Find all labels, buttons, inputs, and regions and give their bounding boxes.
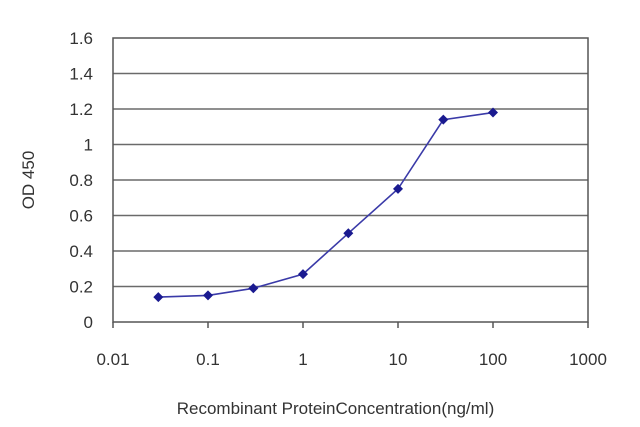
- data-point-marker: [298, 269, 308, 280]
- y-tick-label: 1.6: [69, 29, 93, 48]
- data-point-marker: [438, 114, 449, 125]
- x-tick-label: 0.01: [96, 350, 129, 369]
- x-axis-tick-labels: 0.01 0.1 1 10 100 1000: [96, 350, 606, 369]
- y-axis-tick-labels: 0 0.2 0.4 0.6 0.8 1 1.2 1.4 1.6: [69, 29, 93, 332]
- x-tick-label: 1000: [569, 350, 607, 369]
- data-point-marker: [153, 292, 164, 303]
- y-axis-title: OD 450: [19, 151, 38, 210]
- data-point-marker: [488, 107, 498, 118]
- x-tick-label: 100: [479, 350, 507, 369]
- y-tick-label: 0.6: [69, 207, 93, 226]
- y-tick-label: 0.2: [69, 278, 93, 297]
- y-tick-label: 1.2: [69, 100, 93, 119]
- data-point-marker: [248, 283, 259, 294]
- y-tick-label: 1.4: [69, 65, 93, 84]
- data-series: [153, 107, 498, 303]
- x-tick-label: 10: [389, 350, 408, 369]
- x-tick-label: 0.1: [196, 350, 220, 369]
- series-line: [158, 111, 494, 298]
- data-point-marker: [393, 183, 403, 194]
- data-point-marker: [203, 290, 213, 301]
- gridlines: [113, 72, 588, 288]
- x-tick-label: 1: [298, 350, 307, 369]
- y-tick-label: 1: [84, 136, 93, 155]
- x-axis-title: Recombinant ProteinConcentration(ng/ml): [177, 399, 495, 418]
- y-tick-label: 0: [84, 313, 93, 332]
- data-point-marker: [343, 228, 354, 239]
- y-tick-label: 0.4: [69, 242, 93, 261]
- x-axis-tick-marks: [112, 322, 589, 328]
- y-tick-label: 0.8: [69, 171, 93, 190]
- plot-area-frame: [112, 37, 589, 323]
